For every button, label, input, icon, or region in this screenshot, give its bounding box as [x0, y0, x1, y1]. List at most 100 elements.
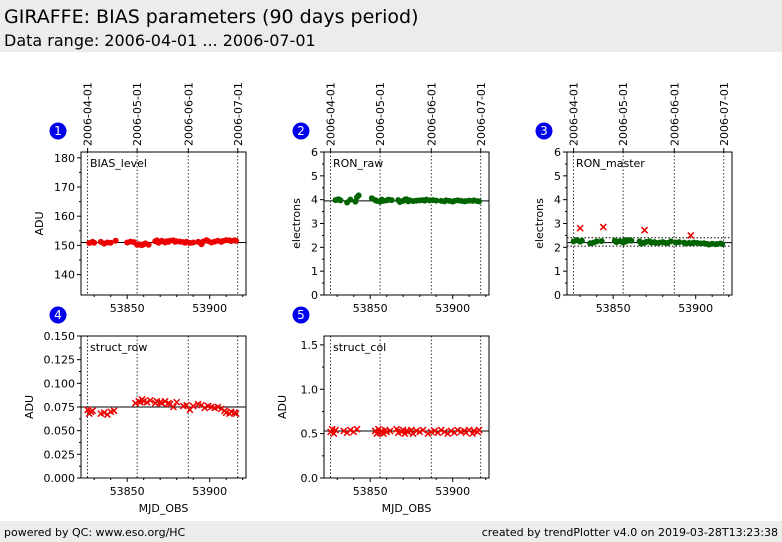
- data-point: [107, 239, 114, 246]
- panel-number-label: 5: [297, 308, 305, 322]
- y-tick-label: 170: [54, 181, 75, 194]
- y-tick-label: 5: [311, 170, 318, 183]
- panel-label: struct_col: [333, 341, 386, 354]
- panel-label: BIAS_level: [90, 157, 147, 170]
- data-point: [110, 407, 118, 415]
- data-point: [416, 428, 424, 436]
- panel-number-badge: [535, 122, 553, 140]
- y-tick-label: 0.125: [44, 354, 76, 367]
- data-point: [719, 240, 726, 247]
- top-date-label: 2006-05-01: [131, 82, 144, 146]
- data-point: [379, 430, 387, 438]
- y-tick-label: 0.000: [44, 472, 76, 485]
- y-tick-label: 4: [311, 194, 318, 207]
- data-point: [388, 197, 395, 204]
- y-tick-label: 0: [311, 289, 318, 302]
- panel-number-badge: [49, 306, 67, 324]
- data-point: [217, 405, 225, 413]
- panel-5: 0.0 0.5 1.0 1.5 53850 53900 ADU MJD_OBS struct_c…: [276, 306, 490, 515]
- data-point: [476, 198, 483, 205]
- powered-by-text: powered by QC: www.eso.org/HC: [4, 526, 186, 539]
- top-date-label: 2006-04-01: [82, 82, 95, 146]
- panel-3: 0 1 2 3 4 5 6 53850 53900 2006-04-01 2006-05-01 200…: [533, 82, 733, 315]
- y-tick-label: 0.0: [301, 472, 319, 485]
- data-point: [419, 426, 427, 434]
- x-tick-label: 53900: [435, 302, 470, 315]
- y-axis-label: ADU: [276, 395, 289, 419]
- data-point: [183, 401, 191, 409]
- y-tick-label: 150: [54, 239, 75, 252]
- data-point: [91, 239, 98, 246]
- x-tick-label: 53900: [192, 302, 227, 315]
- x-tick-label: 53850: [353, 302, 388, 315]
- data-point: [332, 426, 340, 434]
- data-point: [214, 403, 222, 411]
- panel-label: struct_row: [90, 341, 147, 354]
- y-tick-label: 180: [54, 152, 75, 165]
- y-tick-label: 0.150: [44, 330, 76, 343]
- y-tick-label: 2: [554, 241, 561, 254]
- panel-number-label: 1: [54, 124, 62, 138]
- panel-number-label: 4: [54, 308, 62, 322]
- y-tick-label: 0.100: [44, 377, 76, 390]
- y-tick-label: 3: [554, 218, 561, 231]
- panel-number-badge: [292, 306, 310, 324]
- y-axis-label: ADU: [23, 395, 36, 419]
- data-point: [346, 426, 354, 434]
- data-point: [667, 238, 674, 245]
- data-point: [599, 223, 607, 231]
- panel-number-label: 2: [297, 124, 305, 138]
- x-axis-label: MJD_OBS: [139, 502, 189, 515]
- data-point: [158, 399, 166, 407]
- data-point: [233, 237, 240, 244]
- y-tick-label: 6: [311, 146, 318, 159]
- plot-frame: [80, 151, 247, 296]
- data-point: [578, 237, 585, 244]
- panel-label: RON_raw: [333, 157, 383, 170]
- top-date-label: 2006-07-01: [475, 82, 488, 146]
- data-point: [440, 428, 448, 436]
- data-point: [190, 239, 197, 246]
- panel-2: 0 1 2 3 4 5 6 53850 53900 2006-04-01 2006-05-01 200…: [290, 82, 490, 315]
- data-point: [687, 231, 695, 239]
- data-point: [431, 427, 439, 435]
- data-point: [437, 426, 445, 434]
- plot-frame: [323, 151, 490, 296]
- y-axis-label: electrons: [533, 198, 546, 249]
- data-point: [355, 192, 362, 199]
- x-tick-label: 53850: [110, 485, 145, 498]
- data-point: [393, 425, 401, 433]
- x-tick-label: 53900: [192, 485, 227, 498]
- data-point: [593, 238, 600, 245]
- y-tick-label: 6: [554, 146, 561, 159]
- x-tick-label: 53900: [435, 485, 470, 498]
- data-point: [201, 404, 209, 412]
- top-date-label: 2006-06-01: [425, 82, 438, 146]
- y-tick-label: 1.5: [301, 339, 319, 352]
- top-date-label: 2006-05-01: [374, 82, 387, 146]
- data-point: [330, 430, 338, 438]
- y-axis-label: ADU: [33, 211, 46, 235]
- panel-4: 0.000 0.025 0.050 0.075 0.100 0.125 0.150 53850…: [23, 306, 247, 515]
- x-axis-label: MJD_OBS: [382, 502, 432, 515]
- data-point: [447, 427, 455, 435]
- panel-number-badge: [49, 122, 67, 140]
- top-date-label: 2006-06-01: [182, 82, 195, 146]
- y-tick-label: 0.050: [44, 425, 76, 438]
- y-tick-label: 1: [554, 265, 561, 278]
- panel-number-label: 3: [540, 124, 548, 138]
- data-point: [112, 237, 119, 244]
- y-axis-label: electrons: [290, 198, 303, 249]
- y-tick-label: 1: [311, 265, 318, 278]
- data-point: [576, 224, 584, 232]
- top-date-label: 2006-06-01: [668, 82, 681, 146]
- data-point: [169, 403, 177, 411]
- data-point: [189, 402, 197, 410]
- data-point: [347, 196, 354, 203]
- data-point: [337, 197, 344, 204]
- y-tick-label: 0.025: [44, 448, 76, 461]
- x-tick-label: 53900: [678, 302, 713, 315]
- panel-label: RON_master: [576, 157, 645, 170]
- data-point: [161, 397, 169, 405]
- panel-number-badge: [292, 122, 310, 140]
